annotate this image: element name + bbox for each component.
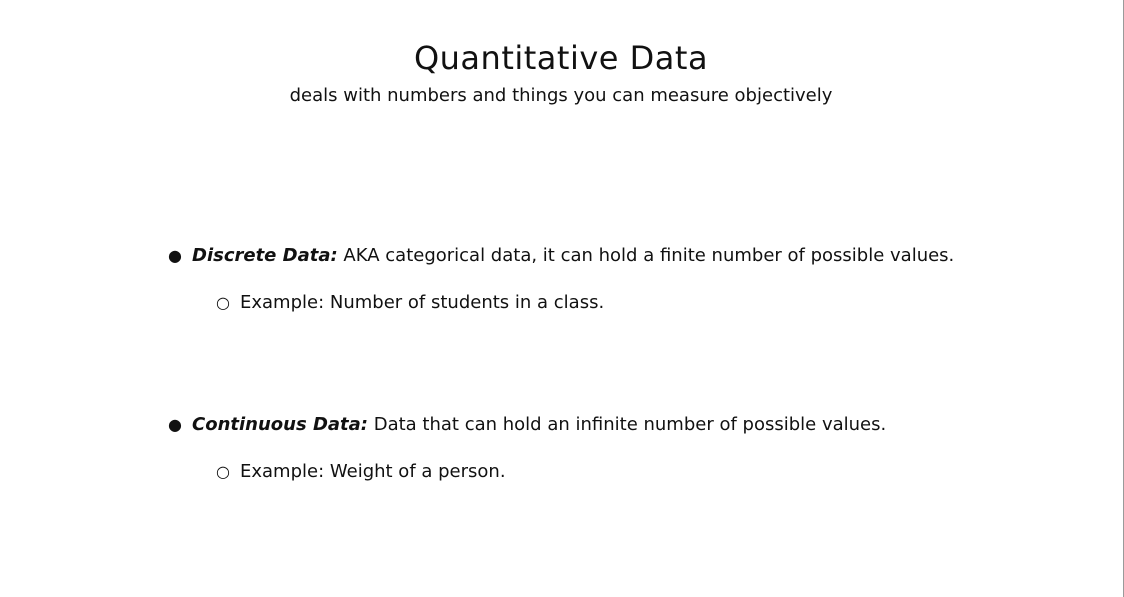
bullet-dot-icon: ● bbox=[168, 246, 182, 265]
bullet-item-continuous: ● Continuous Data: Data that can hold an… bbox=[166, 413, 986, 484]
bullet-row: ● Discrete Data: AKA categorical data, i… bbox=[166, 244, 986, 268]
example-text: Example: Number of students in a class. bbox=[240, 292, 605, 313]
term-label: Discrete Data: bbox=[192, 245, 338, 266]
slide-subtitle: deals with numbers and things you can me… bbox=[289, 85, 833, 106]
bullet-row: ● Continuous Data: Data that can hold an… bbox=[166, 413, 986, 437]
slide-title: Quantitative Data bbox=[413, 39, 709, 77]
term-description: Data that can hold an infinite number of… bbox=[368, 414, 887, 435]
bullet-item-discrete: ● Discrete Data: AKA categorical data, i… bbox=[166, 244, 986, 315]
bullet-dot-icon: ● bbox=[168, 415, 182, 434]
sub-bullet-row: ○ Example: Weight of a person. bbox=[166, 460, 986, 484]
hollow-circle-icon: ○ bbox=[216, 293, 230, 312]
sub-bullet-row: ○ Example: Number of students in a class… bbox=[166, 291, 986, 315]
term-description: AKA categorical data, it can hold a fini… bbox=[337, 245, 955, 266]
hollow-circle-icon: ○ bbox=[216, 462, 230, 481]
term-label: Continuous Data: bbox=[192, 414, 368, 435]
example-text: Example: Weight of a person. bbox=[240, 461, 506, 482]
